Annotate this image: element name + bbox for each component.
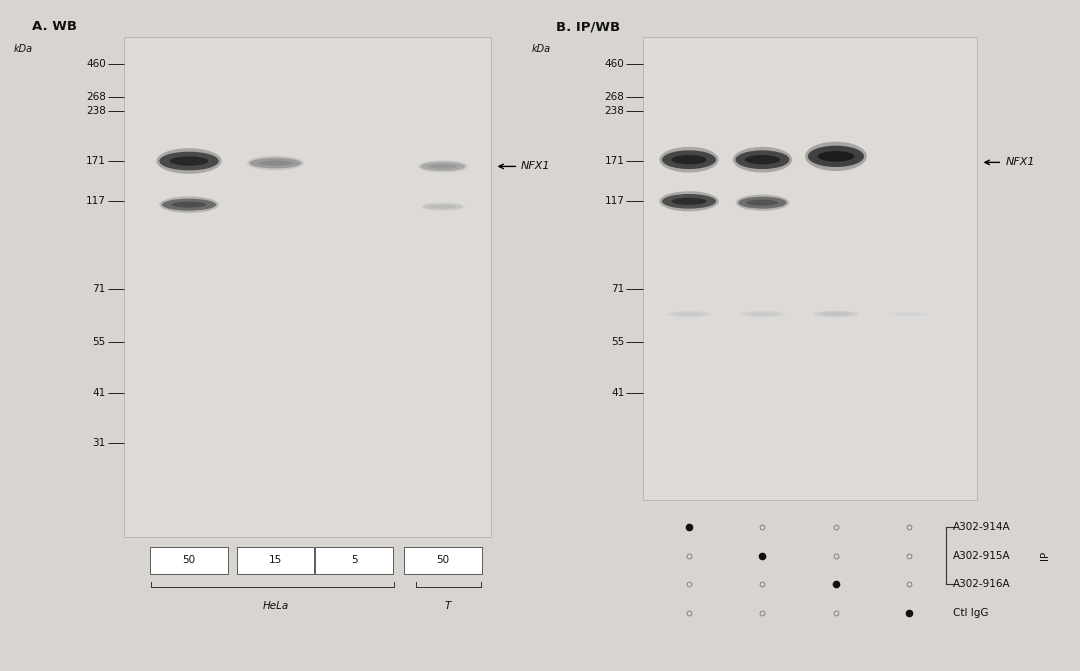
Text: A. WB: A. WB — [32, 20, 78, 33]
Text: 41: 41 — [93, 388, 106, 397]
Text: 238: 238 — [605, 106, 624, 115]
Ellipse shape — [735, 195, 789, 211]
Text: IP: IP — [1040, 551, 1051, 560]
Text: 41: 41 — [611, 388, 624, 397]
Text: 117: 117 — [86, 197, 106, 206]
Ellipse shape — [814, 311, 858, 317]
Ellipse shape — [665, 310, 713, 318]
Ellipse shape — [430, 205, 456, 208]
Ellipse shape — [748, 313, 777, 315]
Ellipse shape — [162, 199, 216, 211]
Ellipse shape — [672, 198, 706, 205]
Ellipse shape — [170, 156, 208, 166]
Ellipse shape — [258, 160, 293, 166]
Text: A302-915A: A302-915A — [953, 551, 1010, 560]
Text: 15: 15 — [269, 556, 282, 565]
Bar — [643, 37, 977, 500]
Text: 31: 31 — [93, 438, 106, 448]
Ellipse shape — [822, 313, 850, 315]
Ellipse shape — [805, 142, 867, 171]
Text: 238: 238 — [86, 106, 106, 115]
Text: kDa: kDa — [531, 44, 551, 54]
Ellipse shape — [420, 162, 465, 171]
Ellipse shape — [247, 156, 303, 170]
Ellipse shape — [662, 150, 716, 169]
Bar — [150, 547, 228, 574]
Text: 50: 50 — [436, 556, 449, 565]
Ellipse shape — [172, 202, 206, 207]
Bar — [315, 547, 393, 574]
Ellipse shape — [249, 158, 301, 168]
Ellipse shape — [157, 148, 221, 174]
Ellipse shape — [739, 310, 786, 318]
Ellipse shape — [418, 160, 468, 173]
Ellipse shape — [672, 155, 706, 164]
Ellipse shape — [886, 310, 933, 318]
Ellipse shape — [818, 151, 854, 162]
Bar — [404, 547, 482, 574]
Text: A302-914A: A302-914A — [953, 522, 1010, 531]
Ellipse shape — [738, 197, 786, 209]
Text: NFX1: NFX1 — [1005, 158, 1035, 167]
Text: 117: 117 — [605, 197, 624, 206]
Text: 71: 71 — [93, 284, 106, 293]
Text: 460: 460 — [86, 59, 106, 68]
Ellipse shape — [741, 311, 784, 317]
Ellipse shape — [745, 155, 780, 164]
Ellipse shape — [659, 191, 719, 211]
Text: kDa: kDa — [13, 44, 32, 54]
Ellipse shape — [422, 203, 463, 210]
Ellipse shape — [160, 197, 218, 213]
Text: B. IP/WB: B. IP/WB — [556, 20, 620, 33]
Ellipse shape — [659, 147, 719, 172]
Text: 268: 268 — [86, 93, 106, 102]
Bar — [237, 547, 314, 574]
Text: 171: 171 — [86, 156, 106, 166]
Text: 5: 5 — [351, 556, 357, 565]
Text: 460: 460 — [605, 59, 624, 68]
Ellipse shape — [662, 194, 716, 209]
Ellipse shape — [675, 313, 703, 315]
Text: T: T — [445, 601, 451, 611]
Ellipse shape — [888, 311, 931, 317]
Text: 171: 171 — [605, 156, 624, 166]
Ellipse shape — [746, 200, 779, 205]
Ellipse shape — [732, 147, 792, 172]
Ellipse shape — [812, 310, 860, 318]
Text: Ctl IgG: Ctl IgG — [953, 609, 988, 618]
Ellipse shape — [160, 152, 218, 170]
Ellipse shape — [428, 164, 458, 168]
Ellipse shape — [808, 146, 864, 167]
Ellipse shape — [420, 202, 465, 211]
Ellipse shape — [895, 313, 923, 315]
Text: 71: 71 — [611, 284, 624, 293]
Text: 50: 50 — [183, 556, 195, 565]
Text: 268: 268 — [605, 93, 624, 102]
Bar — [124, 37, 491, 537]
Text: 55: 55 — [611, 338, 624, 347]
Text: A302-916A: A302-916A — [953, 580, 1010, 589]
Text: NFX1: NFX1 — [521, 162, 550, 171]
Text: 55: 55 — [93, 338, 106, 347]
Ellipse shape — [667, 311, 711, 317]
Text: HeLa: HeLa — [262, 601, 288, 611]
Ellipse shape — [735, 150, 789, 169]
